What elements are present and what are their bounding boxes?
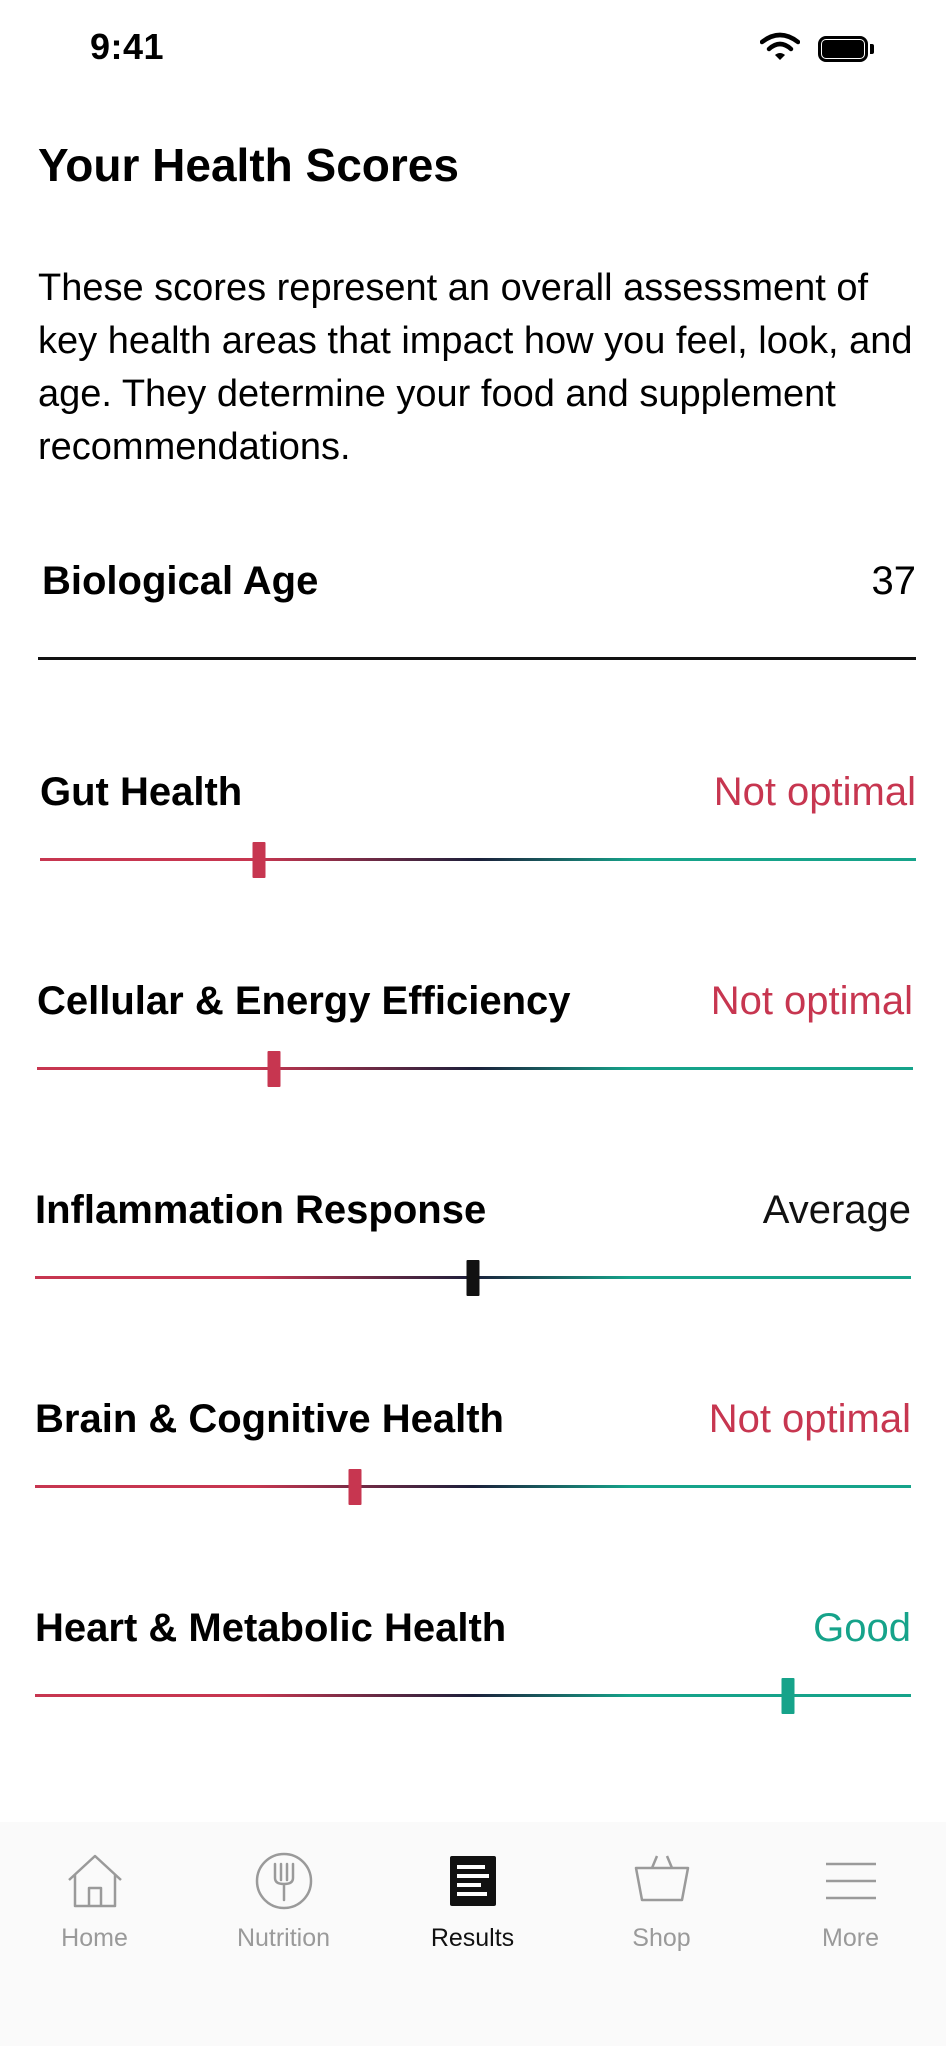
- tab-label: Home: [61, 1924, 128, 1952]
- tab-label: Nutrition: [236, 1924, 331, 1952]
- score-label: Gut Health: [40, 770, 243, 814]
- score-track: [40, 858, 916, 861]
- tab-nutrition[interactable]: Nutrition: [189, 1852, 378, 1953]
- intro-text: These scores represent an overall assess…: [38, 267, 913, 468]
- score-label: Inflammation Response: [35, 1188, 487, 1232]
- score-status: Good: [813, 1606, 911, 1650]
- score-status: Average: [762, 1188, 911, 1232]
- score-status: Not optimal: [710, 979, 913, 1023]
- score-gut-health[interactable]: Gut Health Not optimal: [40, 770, 916, 900]
- tab-label: Shop: [632, 1924, 691, 1952]
- status-bar: 9:41: [0, 0, 946, 100]
- biological-age-row[interactable]: Biological Age 37: [38, 555, 916, 660]
- score-track: [35, 1485, 911, 1488]
- biological-age-label: Biological Age: [42, 559, 319, 603]
- page-title: Your Health Scores: [38, 139, 459, 191]
- score-inflammation-response[interactable]: Inflammation Response Average: [35, 1188, 911, 1318]
- tab-bar: Home Nutrition Results Shop More: [0, 1822, 946, 2046]
- score-track: [37, 1067, 913, 1070]
- tab-label: Results: [430, 1924, 515, 1952]
- tab-label: More: [822, 1924, 879, 1952]
- tab-results[interactable]: Results: [378, 1852, 567, 1953]
- tab-more[interactable]: More: [756, 1852, 945, 1953]
- score-marker: [781, 1678, 795, 1714]
- score-status: Not optimal: [708, 1397, 911, 1441]
- score-heart-metabolic-health[interactable]: Heart & Metabolic Health Good: [35, 1606, 911, 1736]
- fork-icon: [255, 1852, 312, 1910]
- score-marker: [348, 1469, 362, 1505]
- score-label: Cellular & Energy Efficiency: [37, 979, 571, 1023]
- score-label: Heart & Metabolic Health: [35, 1606, 507, 1650]
- score-marker: [267, 1051, 281, 1087]
- tab-home[interactable]: Home: [0, 1852, 189, 1953]
- score-marker: [466, 1260, 480, 1296]
- house-icon: [67, 1854, 122, 1908]
- score-track: [35, 1694, 911, 1697]
- menu-icon: [825, 1862, 876, 1900]
- results-icon: [449, 1856, 496, 1906]
- wifi-icon: [760, 32, 800, 60]
- score-label: Brain & Cognitive Health: [35, 1397, 504, 1441]
- score-marker: [252, 842, 266, 878]
- status-time: 9:41: [90, 26, 165, 67]
- score-cellular-energy-efficiency[interactable]: Cellular & Energy Efficiency Not optimal: [37, 979, 913, 1109]
- score-brain-cognitive-health[interactable]: Brain & Cognitive Health Not optimal: [35, 1397, 911, 1527]
- basket-icon: [634, 1855, 689, 1902]
- biological-age-value: 37: [871, 559, 917, 603]
- battery-icon: [818, 36, 874, 62]
- score-status: Not optimal: [713, 770, 916, 814]
- tab-shop[interactable]: Shop: [567, 1852, 756, 1953]
